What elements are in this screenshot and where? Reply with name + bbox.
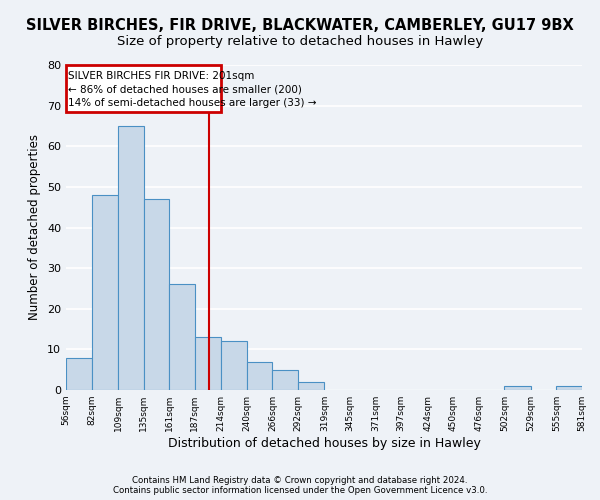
- Bar: [195, 337, 221, 390]
- Bar: [143, 199, 169, 390]
- Bar: [247, 362, 272, 390]
- Bar: [505, 386, 531, 390]
- Bar: [118, 126, 143, 390]
- Bar: [298, 382, 325, 390]
- FancyBboxPatch shape: [66, 65, 221, 112]
- Bar: [92, 195, 118, 390]
- Bar: [272, 370, 298, 390]
- Bar: [221, 341, 247, 390]
- Bar: [66, 358, 92, 390]
- Bar: [169, 284, 195, 390]
- Text: ← 86% of detached houses are smaller (200): ← 86% of detached houses are smaller (20…: [68, 84, 302, 94]
- X-axis label: Distribution of detached houses by size in Hawley: Distribution of detached houses by size …: [167, 437, 481, 450]
- Text: Size of property relative to detached houses in Hawley: Size of property relative to detached ho…: [117, 35, 483, 48]
- Title: SILVER BIRCHES, FIR DRIVE, BLACKWATER, CAMBERLEY, GU17 9BX: SILVER BIRCHES, FIR DRIVE, BLACKWATER, C…: [0, 499, 1, 500]
- Text: SILVER BIRCHES, FIR DRIVE, BLACKWATER, CAMBERLEY, GU17 9BX: SILVER BIRCHES, FIR DRIVE, BLACKWATER, C…: [26, 18, 574, 32]
- Text: SILVER BIRCHES FIR DRIVE: 201sqm: SILVER BIRCHES FIR DRIVE: 201sqm: [68, 71, 254, 81]
- Text: 14% of semi-detached houses are larger (33) →: 14% of semi-detached houses are larger (…: [68, 98, 316, 108]
- Bar: [556, 386, 582, 390]
- Y-axis label: Number of detached properties: Number of detached properties: [28, 134, 41, 320]
- Text: Contains public sector information licensed under the Open Government Licence v3: Contains public sector information licen…: [113, 486, 487, 495]
- Text: Contains HM Land Registry data © Crown copyright and database right 2024.: Contains HM Land Registry data © Crown c…: [132, 476, 468, 485]
